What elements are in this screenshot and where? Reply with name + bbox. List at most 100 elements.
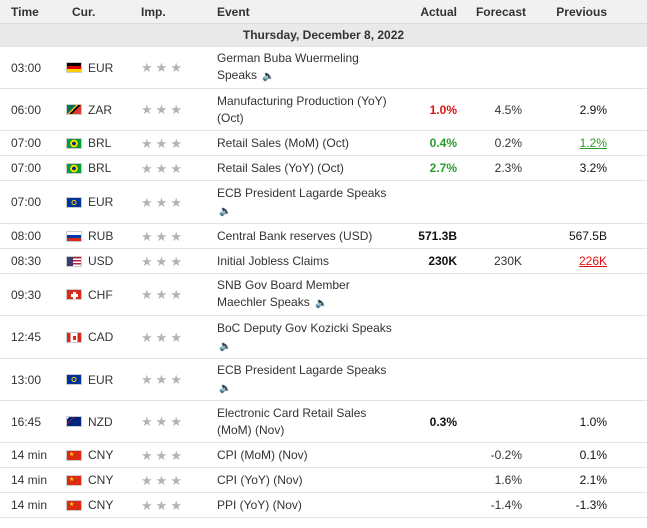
new-zealand-flag-icon bbox=[66, 416, 82, 427]
event-previous: 2.9% bbox=[579, 102, 607, 117]
event-row[interactable]: 07:00 BRL ★ ★ ★ Retail Sales (MoM) (Oct)… bbox=[0, 130, 647, 156]
event-row[interactable]: 03:00 EUR ★ ★ ★ German Buba Wuermeling S… bbox=[0, 46, 647, 89]
event-previous: 3.2% bbox=[579, 161, 607, 175]
event-previous[interactable]: 226K bbox=[578, 254, 607, 268]
event-actual: 0.3% bbox=[398, 400, 471, 443]
event-name-cell[interactable]: Manufacturing Production (YoY) (Oct) bbox=[217, 88, 398, 131]
importance-stars: ★ ★ ★ bbox=[129, 492, 217, 518]
currency-code: CNY bbox=[88, 448, 114, 462]
star-icon: ★ bbox=[141, 60, 153, 75]
event-row[interactable]: 14 min ★ CNY ★ ★ ★ CPI (YoY) (Nov) 1.6% … bbox=[0, 467, 647, 493]
event-name-cell[interactable]: Retail Sales (MoM) (Oct) bbox=[217, 130, 398, 156]
event-name-cell[interactable]: PPI (YoY) (Nov) bbox=[217, 492, 398, 518]
event-name[interactable]: Retail Sales (MoM) (Oct) bbox=[217, 135, 350, 150]
importance-stars: ★ ★ ★ bbox=[129, 46, 217, 89]
star-icon: ★ bbox=[155, 194, 168, 210]
event-row[interactable]: 06:00 ZAR ★ ★ ★ Manufacturing Production… bbox=[0, 88, 647, 131]
event-row[interactable]: 08:00 RUB ★ ★ ★ Central Bank reserves (U… bbox=[0, 223, 647, 249]
event-name-cell[interactable]: ECB President Lagarde Speaks 🔈 bbox=[217, 358, 398, 401]
event-currency: USD bbox=[66, 248, 129, 274]
header-forecast[interactable]: Forecast bbox=[471, 0, 550, 24]
header-time[interactable]: Time bbox=[0, 0, 66, 24]
event-name[interactable]: Electronic Card Retail Sales (MoM) (Nov) bbox=[217, 405, 367, 437]
event-name[interactable]: Retail Sales (YoY) (Oct) bbox=[217, 160, 344, 175]
star-icon: ★ bbox=[141, 372, 153, 387]
event-row[interactable]: 07:00 BRL ★ ★ ★ Retail Sales (YoY) (Oct)… bbox=[0, 155, 647, 181]
canada-flag-icon bbox=[66, 331, 82, 343]
event-name-cell[interactable]: German Buba Wuermeling Speaks 🔈 bbox=[217, 46, 398, 89]
event-actual bbox=[398, 358, 471, 401]
event-name[interactable]: Initial Jobless Claims bbox=[217, 253, 330, 268]
event-row[interactable]: 08:30 USD ★ ★ ★ Initial Jobless Claims 2… bbox=[0, 248, 647, 274]
event-name-cell[interactable]: Initial Jobless Claims bbox=[217, 248, 398, 274]
event-name[interactable]: ECB President Lagarde Speaks bbox=[217, 363, 387, 377]
event-name-cell[interactable]: CPI (MoM) (Nov) bbox=[217, 442, 398, 468]
event-name[interactable]: BoC Deputy Gov Kozicki Speaks bbox=[217, 320, 392, 335]
event-previous-cell: 1.0% bbox=[550, 400, 647, 443]
star-icon: ★ bbox=[155, 287, 168, 302]
event-actual: 1.0% bbox=[398, 88, 471, 131]
star-icon: ★ bbox=[141, 472, 153, 488]
event-name[interactable]: SNB Gov Board Member Maechler Speaks bbox=[217, 278, 350, 309]
event-actual bbox=[398, 180, 471, 224]
event-row[interactable]: 14 min ★ CNY ★ ★ ★ PPI (YoY) (Nov) -1.4%… bbox=[0, 492, 647, 518]
star-icon: ★ bbox=[155, 135, 168, 151]
event-row[interactable]: 09:30 CHF ★ ★ ★ SNB Gov Board Member Mae… bbox=[0, 273, 647, 316]
event-currency: NZD bbox=[66, 400, 129, 443]
star-icon: ★ bbox=[141, 102, 153, 117]
star-icon: ★ bbox=[170, 60, 182, 75]
event-row[interactable]: 16:45 NZD ★ ★ ★ Electronic Card Retail S… bbox=[0, 400, 647, 443]
star-icon: ★ bbox=[155, 372, 168, 387]
event-previous[interactable]: 1.2% bbox=[579, 136, 607, 150]
header-previous[interactable]: Previous bbox=[550, 0, 647, 24]
event-time: 07:00 bbox=[0, 130, 66, 156]
event-actual: 2.7% bbox=[398, 155, 471, 181]
event-previous: 567.5B bbox=[568, 229, 607, 243]
date-row: Thursday, December 8, 2022 bbox=[0, 23, 647, 47]
event-row[interactable]: 13:00 EUR ★ ★ ★ ECB President Lagarde Sp… bbox=[0, 358, 647, 401]
event-name-cell[interactable]: BoC Deputy Gov Kozicki Speaks 🔈 bbox=[217, 315, 398, 359]
event-currency: BRL bbox=[66, 130, 129, 156]
event-name[interactable]: PPI (YoY) (Nov) bbox=[217, 497, 302, 512]
star-icon: ★ bbox=[155, 160, 168, 176]
star-icon: ★ bbox=[155, 447, 168, 463]
currency-code: BRL bbox=[88, 161, 112, 175]
event-name[interactable]: ECB President Lagarde Speaks bbox=[217, 185, 387, 200]
event-name-cell[interactable]: Electronic Card Retail Sales (MoM) (Nov) bbox=[217, 400, 398, 443]
header-importance[interactable]: Imp. bbox=[129, 0, 217, 24]
event-name[interactable]: Manufacturing Production (YoY) (Oct) bbox=[217, 93, 387, 125]
event-name-cell[interactable]: Central Bank reserves (USD) bbox=[217, 223, 398, 249]
event-previous-cell: 1.2% bbox=[550, 130, 647, 156]
event-forecast: 230K bbox=[471, 248, 550, 274]
star-icon: ★ bbox=[170, 194, 182, 210]
event-time: 13:00 bbox=[0, 358, 66, 401]
event-currency: EUR bbox=[66, 46, 129, 89]
event-name-cell[interactable]: Retail Sales (YoY) (Oct) bbox=[217, 155, 398, 181]
event-name[interactable]: Central Bank reserves (USD) bbox=[217, 228, 373, 243]
event-currency: BRL bbox=[66, 155, 129, 181]
event-name-cell[interactable]: ECB President Lagarde Speaks 🔈 bbox=[217, 180, 398, 224]
star-icon: ★ bbox=[141, 414, 153, 429]
event-name[interactable]: German Buba Wuermeling Speaks bbox=[217, 51, 359, 82]
header-currency[interactable]: Cur. bbox=[66, 0, 129, 24]
event-actual bbox=[398, 315, 471, 359]
event-name[interactable]: CPI (MoM) (Nov) bbox=[217, 447, 308, 462]
event-currency: ★ CNY bbox=[66, 492, 129, 518]
event-currency: RUB bbox=[66, 223, 129, 249]
event-row[interactable]: 12:45 CAD ★ ★ ★ BoC Deputy Gov Kozicki S… bbox=[0, 315, 647, 359]
event-time: 14 min bbox=[0, 467, 66, 493]
event-forecast: -1.4% bbox=[471, 492, 550, 518]
star-icon: ★ bbox=[141, 287, 153, 302]
event-previous-cell bbox=[550, 46, 647, 89]
event-row[interactable]: 14 min ★ CNY ★ ★ ★ CPI (MoM) (Nov) -0.2%… bbox=[0, 442, 647, 468]
header-actual[interactable]: Actual bbox=[398, 0, 471, 24]
event-name-cell[interactable]: SNB Gov Board Member Maechler Speaks 🔈 bbox=[217, 273, 398, 316]
star-icon: ★ bbox=[170, 414, 182, 429]
event-name[interactable]: CPI (YoY) (Nov) bbox=[217, 472, 303, 487]
header-event[interactable]: Event bbox=[217, 0, 398, 24]
star-icon: ★ bbox=[170, 253, 182, 269]
event-row[interactable]: 07:00 EUR ★ ★ ★ ECB President Lagarde Sp… bbox=[0, 180, 647, 224]
currency-code: EUR bbox=[88, 60, 114, 75]
event-name-cell[interactable]: CPI (YoY) (Nov) bbox=[217, 467, 398, 493]
